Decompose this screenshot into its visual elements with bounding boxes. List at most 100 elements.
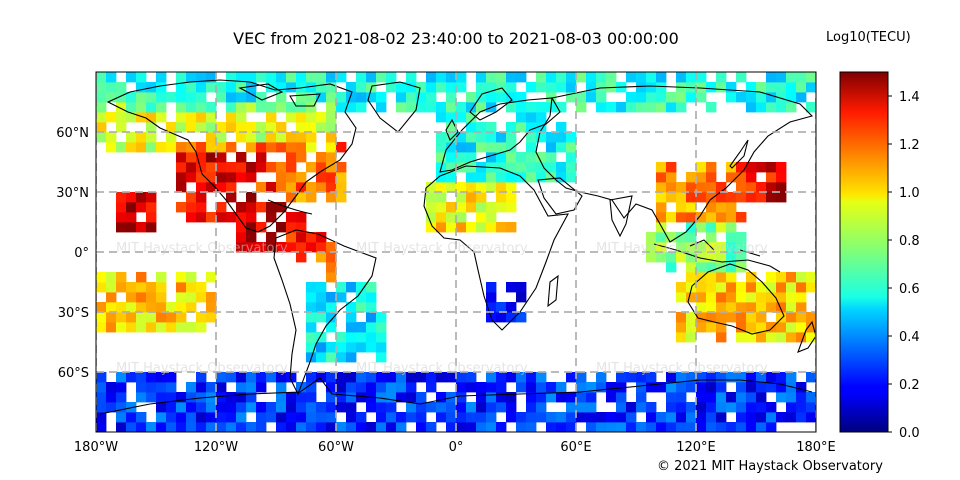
heatmap-cell <box>186 392 197 403</box>
heatmap-cell <box>686 182 697 193</box>
heatmap-cell <box>806 322 816 333</box>
heatmap-cell <box>316 372 327 383</box>
heatmap-cell <box>256 122 267 133</box>
heatmap-cell <box>796 92 807 103</box>
heatmap-cell <box>756 322 767 333</box>
heatmap-cell <box>446 72 457 83</box>
heatmap-cell <box>176 412 187 423</box>
watermark-text: MIT Haystack Observatory <box>116 241 288 256</box>
heatmap-cell <box>426 422 437 432</box>
heatmap-cell <box>706 192 717 203</box>
heatmap-cell <box>356 372 367 383</box>
watermark-text: MIT Haystack Observatory <box>596 361 768 376</box>
heatmap-cell <box>336 402 347 413</box>
heatmap-cell <box>426 192 437 203</box>
heatmap-cell <box>716 332 727 343</box>
heatmap-cell <box>206 422 217 432</box>
heatmap-cell <box>766 272 777 283</box>
heatmap-cell <box>736 332 747 343</box>
coastline-new-zealand <box>797 320 816 353</box>
heatmap-cell <box>316 82 327 93</box>
heatmap-cell <box>166 302 177 313</box>
heatmap-cell <box>796 72 807 83</box>
heatmap-cell <box>626 72 637 83</box>
heatmap-cell <box>716 202 727 213</box>
heatmap-cell <box>206 302 217 313</box>
heatmap-cell <box>736 412 747 423</box>
heatmap-cell <box>566 162 577 173</box>
colorbar-tick-label: 0.4 <box>899 330 920 345</box>
heatmap-cell <box>296 112 307 123</box>
heatmap-cell <box>206 292 217 303</box>
heatmap-cell <box>136 102 147 113</box>
heatmap-cell <box>316 232 327 243</box>
heatmap-cell <box>146 132 157 143</box>
heatmap-cell <box>266 182 277 193</box>
heatmap-cell <box>486 282 497 293</box>
heatmap-cell <box>116 92 127 103</box>
heatmap-cell <box>286 112 297 123</box>
heatmap-cell <box>716 322 727 333</box>
heatmap-cell <box>226 212 237 223</box>
heatmap-cell <box>736 252 747 263</box>
heatmap-cell <box>196 112 207 123</box>
heatmap-cell <box>316 72 327 83</box>
heatmap-cell <box>166 132 177 143</box>
heatmap-cell <box>786 92 797 103</box>
heatmap-cell <box>446 182 457 193</box>
tec-heatmap <box>96 72 816 432</box>
heatmap-cell <box>756 82 767 93</box>
heatmap-cell <box>296 242 307 253</box>
heatmap-cell <box>356 382 367 393</box>
heatmap-cell <box>686 382 697 393</box>
heatmap-cell <box>246 102 257 113</box>
heatmap-cell <box>436 392 447 403</box>
heatmap-cell <box>466 122 477 133</box>
heatmap-cell <box>476 172 487 183</box>
heatmap-cell <box>316 352 327 363</box>
heatmap-cell <box>236 402 247 413</box>
heatmap-cell <box>406 82 417 93</box>
heatmap-cell <box>556 392 567 403</box>
heatmap-cell <box>256 182 267 193</box>
heatmap-cell <box>436 372 447 383</box>
heatmap-cell <box>696 252 707 263</box>
heatmap-cell <box>306 422 317 432</box>
heatmap-cell <box>786 302 797 313</box>
heatmap-cell <box>696 402 707 413</box>
heatmap-cell <box>736 92 747 103</box>
heatmap-cell <box>366 372 377 383</box>
heatmap-cell <box>716 272 727 283</box>
heatmap-cell <box>166 122 177 133</box>
heatmap-cell <box>166 392 177 403</box>
heatmap-cell <box>666 252 677 263</box>
coastlines <box>99 79 816 415</box>
heatmap-cell <box>556 82 567 93</box>
heatmap-cell <box>726 192 737 203</box>
heatmap-cell <box>546 82 557 93</box>
heatmap-cell <box>306 192 317 203</box>
coastline-south-america <box>273 229 377 396</box>
heatmap-cell <box>766 282 777 293</box>
heatmap-cell <box>306 372 317 383</box>
heatmap-cell <box>766 382 777 393</box>
heatmap-cell <box>556 162 567 173</box>
heatmap-cell <box>766 162 777 173</box>
heatmap-cell <box>506 92 517 103</box>
heatmap-cell <box>486 402 497 413</box>
heatmap-cell <box>466 102 477 113</box>
heatmap-cell <box>776 192 787 203</box>
heatmap-cell <box>626 412 637 423</box>
heatmap-cell <box>726 92 737 103</box>
heatmap-cell <box>676 212 687 223</box>
heatmap-cell <box>426 92 437 103</box>
heatmap-cell <box>596 102 607 113</box>
heatmap-cell <box>116 192 127 203</box>
heatmap-cell <box>116 372 127 383</box>
heatmap-cell <box>636 72 647 83</box>
heatmap-cell <box>256 412 267 423</box>
heatmap-cell <box>696 392 707 403</box>
heatmap-cell <box>576 402 587 413</box>
heatmap-cell <box>206 182 217 193</box>
heatmap-cell <box>186 292 197 303</box>
